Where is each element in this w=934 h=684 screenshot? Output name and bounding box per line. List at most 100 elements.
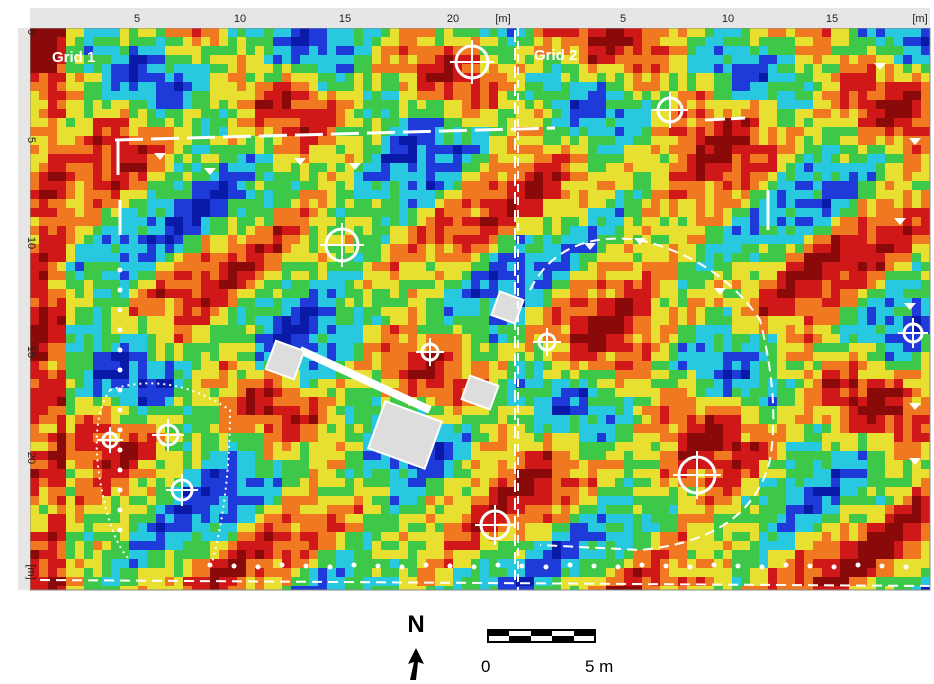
heat-cell xyxy=(714,253,723,262)
heat-cell xyxy=(876,325,885,334)
heat-cell xyxy=(534,451,543,460)
heat-cell xyxy=(615,271,624,280)
heat-cell xyxy=(795,451,804,460)
heat-cell xyxy=(624,433,633,442)
heat-cell xyxy=(669,379,678,388)
heat-cell xyxy=(453,307,462,316)
heat-cell xyxy=(669,28,678,37)
heat-cell xyxy=(525,451,534,460)
heat-cell xyxy=(462,154,471,163)
heat-cell xyxy=(255,361,264,370)
heat-cell xyxy=(570,307,579,316)
heat-cell xyxy=(417,91,426,100)
heat-cell xyxy=(786,460,795,469)
heat-cell xyxy=(696,217,705,226)
heat-cell xyxy=(48,199,57,208)
heat-cell xyxy=(813,73,822,82)
heat-cell xyxy=(84,253,93,262)
heat-cell xyxy=(57,280,66,289)
heat-cell xyxy=(903,163,912,172)
heat-cell xyxy=(687,37,696,46)
heat-cell xyxy=(885,343,894,352)
heat-cell xyxy=(381,55,390,64)
heat-cell xyxy=(372,307,381,316)
heat-cell xyxy=(624,154,633,163)
heat-cell xyxy=(498,181,507,190)
heat-cell xyxy=(336,307,345,316)
heat-cell xyxy=(120,298,129,307)
heat-cell xyxy=(165,280,174,289)
heat-cell xyxy=(543,280,552,289)
heat-cell xyxy=(624,136,633,145)
heat-cell xyxy=(759,415,768,424)
heat-cell xyxy=(912,100,921,109)
heat-cell xyxy=(174,100,183,109)
heat-cell xyxy=(669,37,678,46)
heat-cell xyxy=(219,253,228,262)
heat-cell xyxy=(426,316,435,325)
heat-cell xyxy=(453,334,462,343)
heat-cell xyxy=(165,91,174,100)
heat-cell xyxy=(255,109,264,118)
heat-cell xyxy=(858,289,867,298)
heat-cell xyxy=(885,64,894,73)
heat-cell xyxy=(777,127,786,136)
heat-cell xyxy=(867,181,876,190)
heat-cell xyxy=(84,469,93,478)
heat-cell xyxy=(156,388,165,397)
heat-cell xyxy=(561,334,570,343)
heat-cell xyxy=(687,460,696,469)
heat-cell xyxy=(147,109,156,118)
heat-cell xyxy=(282,172,291,181)
heat-cell xyxy=(480,352,489,361)
heat-cell xyxy=(804,253,813,262)
heat-cell xyxy=(498,172,507,181)
heat-cell xyxy=(660,406,669,415)
heat-cell xyxy=(75,244,84,253)
heat-cell xyxy=(309,253,318,262)
heat-cell xyxy=(696,136,705,145)
heat-cell xyxy=(705,415,714,424)
heat-cell xyxy=(138,109,147,118)
heat-cell xyxy=(408,73,417,82)
heat-cell xyxy=(354,64,363,73)
heat-cell xyxy=(336,55,345,64)
heat-cell xyxy=(156,352,165,361)
heat-cell xyxy=(273,199,282,208)
heat-cell xyxy=(84,208,93,217)
heat-cell xyxy=(849,91,858,100)
heat-cell xyxy=(273,73,282,82)
heat-cell xyxy=(282,118,291,127)
heat-cell xyxy=(471,100,480,109)
heat-cell xyxy=(714,55,723,64)
heat-cell xyxy=(390,343,399,352)
heat-cell xyxy=(858,325,867,334)
heat-cell xyxy=(318,46,327,55)
heat-cell xyxy=(876,289,885,298)
heat-cell xyxy=(156,118,165,127)
heat-cell xyxy=(471,325,480,334)
heat-cell xyxy=(777,307,786,316)
heat-cell xyxy=(471,280,480,289)
heat-cell xyxy=(759,181,768,190)
heat-cell xyxy=(777,55,786,64)
heat-cell xyxy=(354,460,363,469)
heat-cell xyxy=(480,217,489,226)
heat-cell xyxy=(579,289,588,298)
heat-cell xyxy=(561,37,570,46)
heat-cell xyxy=(795,28,804,37)
heat-cell xyxy=(687,361,696,370)
heat-cell xyxy=(912,307,921,316)
heat-cell xyxy=(192,208,201,217)
heat-cell xyxy=(408,217,417,226)
heat-cell xyxy=(435,280,444,289)
heat-cell xyxy=(228,217,237,226)
heat-cell xyxy=(750,406,759,415)
heat-cell xyxy=(498,262,507,271)
heat-cell xyxy=(309,37,318,46)
heat-cell xyxy=(147,82,156,91)
heat-cell xyxy=(579,226,588,235)
heat-cell xyxy=(741,451,750,460)
heat-cell xyxy=(210,424,219,433)
heat-cell xyxy=(543,154,552,163)
